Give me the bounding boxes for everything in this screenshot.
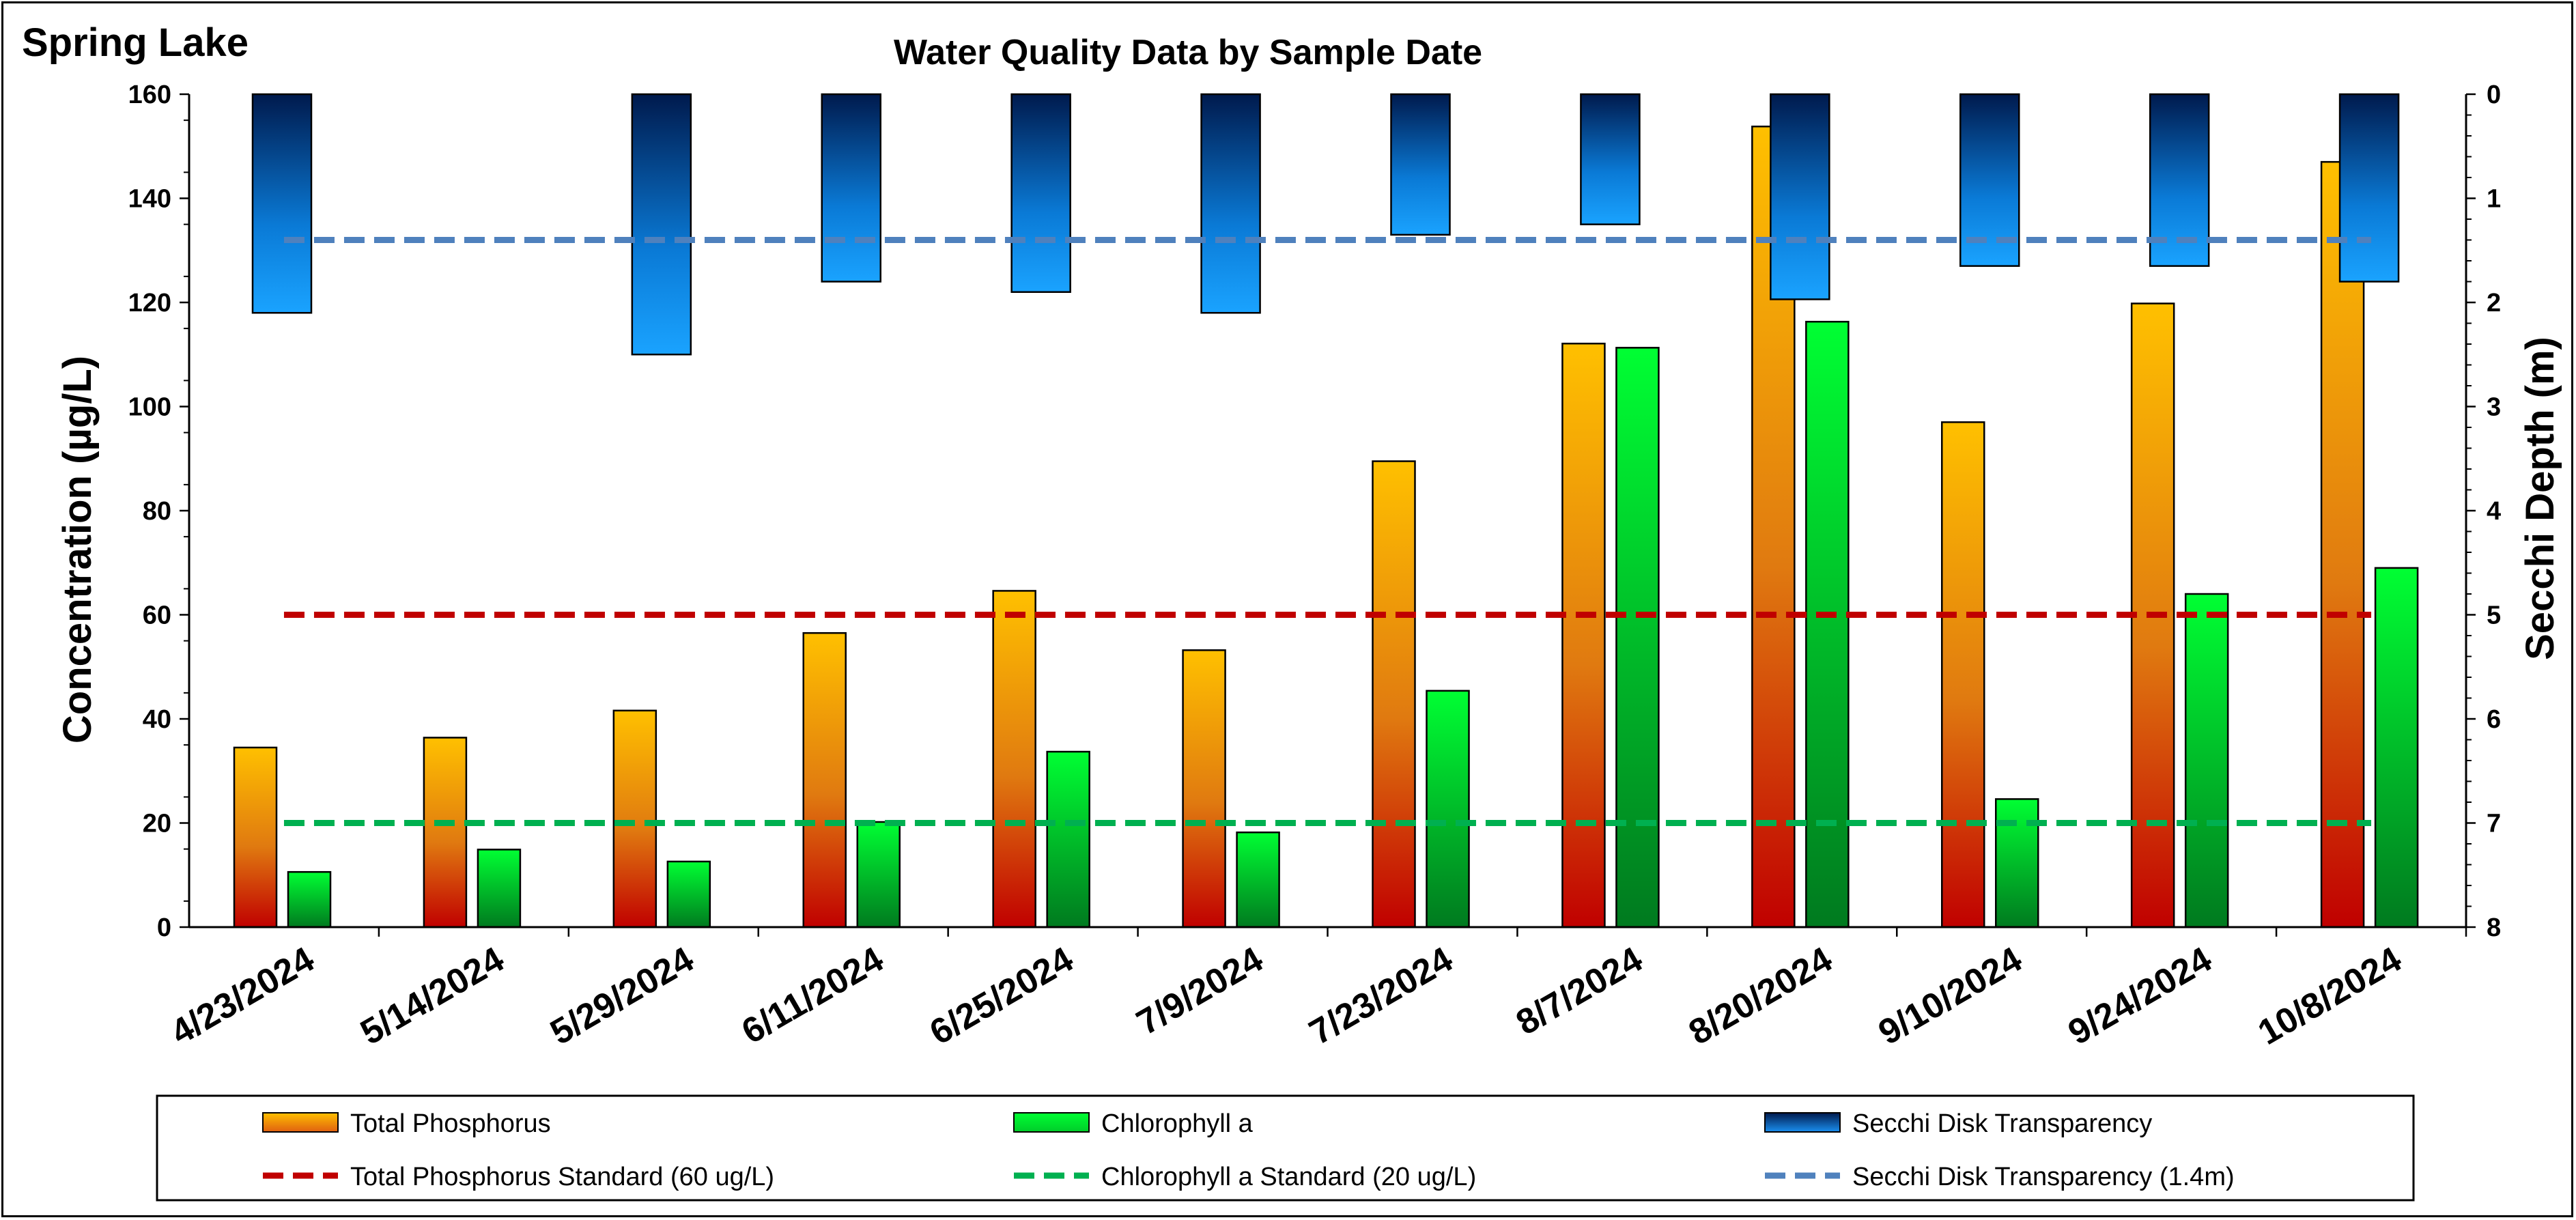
legend-label-tp-standard: Total Phosphorus Standard (60 ug/L): [350, 1163, 774, 1191]
y2-tick-label: 0: [2487, 81, 2501, 109]
bar-secchi-depth: [1390, 93, 1451, 236]
bar-secchi-depth: [1770, 93, 1830, 300]
y-tick-label: 40: [143, 705, 171, 734]
bar-secchi-depth: [631, 93, 692, 356]
y2-tick-label: 2: [2487, 289, 2501, 317]
x-tick-label: 8/7/2024: [1510, 939, 1649, 1042]
y-tick-label: 100: [128, 393, 171, 422]
x-tick-label: 4/23/2024: [165, 939, 321, 1053]
x-tick-label: 9/10/2024: [1872, 939, 2028, 1053]
y2-tick-label: 6: [2487, 705, 2501, 734]
bar-total-phosphorus: [1372, 460, 1416, 928]
legend-label-chlorophyll-a: Chlorophyll a: [1101, 1109, 1254, 1138]
x-tick-label: 5/14/2024: [354, 939, 511, 1053]
bar-chlorophyll-a: [1046, 750, 1090, 928]
bar-total-phosphorus: [1182, 649, 1226, 928]
x-tick-label: 9/24/2024: [2062, 939, 2218, 1053]
bar-total-phosphorus: [1941, 421, 1985, 928]
y-axis-label: Concentration (µg/L): [55, 356, 100, 743]
bar-total-phosphorus: [802, 632, 847, 928]
y-tick-label: 120: [128, 289, 171, 317]
legend-label-secchi-disk: Secchi Disk Transparency: [1852, 1109, 2152, 1138]
y2-axis-label: Secchi Depth (m): [2518, 337, 2562, 660]
plot-area: 4/23/2024 5/14/2024 5/29/2024 6/11/2024 6/25…: [128, 81, 2502, 1053]
y2-tick-label: 3: [2487, 393, 2501, 422]
y2-tick-label: 1: [2487, 185, 2501, 214]
bar-secchi-depth: [821, 93, 881, 283]
x-tick-label: 7/9/2024: [1130, 939, 1269, 1042]
bar-chlorophyll-a: [856, 821, 901, 928]
bar-chlorophyll-a: [477, 849, 522, 928]
bar-chlorophyll-a: [1236, 831, 1280, 928]
x-tick-label: 7/23/2024: [1303, 939, 1459, 1053]
y2-tick-label: 5: [2487, 601, 2501, 630]
y-tick-label: 160: [128, 81, 171, 109]
legend: Total Phosphorus Chlorophyll a Secchi Di…: [156, 1094, 2415, 1202]
y2-tick-label: 7: [2487, 810, 2501, 838]
x-tick-label: 8/20/2024: [1682, 939, 1839, 1053]
bar-total-phosphorus: [423, 737, 468, 928]
legend-swatch-total-phosphorus: [262, 1112, 339, 1133]
bar-secchi-depth: [1580, 93, 1641, 225]
legend-label-secchi-standard: Secchi Disk Transparency (1.4m): [1852, 1163, 2235, 1191]
legend-box: [156, 1094, 2415, 1202]
bar-chlorophyll-a: [1995, 798, 2039, 928]
bar-chlorophyll-a: [1426, 690, 1470, 928]
x-tick-label: 10/8/2024: [2252, 939, 2408, 1053]
bar-chlorophyll-a: [2374, 567, 2419, 928]
bar-secchi-depth: [1200, 93, 1261, 314]
lake-name: Spring Lake: [22, 20, 249, 65]
bar-secchi-depth: [2338, 93, 2400, 283]
legend-swatch-chlorophyll-a: [1013, 1112, 1090, 1133]
bar-chlorophyll-a: [2184, 593, 2229, 928]
bar-chlorophyll-a: [1615, 347, 1660, 928]
y-tick-label: 60: [143, 601, 171, 630]
legend-label-chl-standard: Chlorophyll a Standard (20 ug/L): [1101, 1163, 1476, 1191]
x-tick-label: 6/11/2024: [735, 939, 890, 1052]
bar-secchi-depth: [1010, 93, 1071, 293]
bar-total-phosphorus: [992, 590, 1036, 928]
bar-chlorophyll-a: [1805, 320, 1850, 928]
legend-swatch-secchi-disk: [1764, 1112, 1841, 1133]
y-tick-label: 20: [143, 810, 171, 838]
bar-secchi-depth: [251, 93, 313, 314]
x-tick-label: 5/29/2024: [543, 939, 700, 1053]
y-tick-label: 140: [128, 185, 171, 214]
legend-label-total-phosphorus: Total Phosphorus: [350, 1109, 551, 1138]
y-tick-label: 0: [157, 913, 171, 942]
y2-tick-label: 4: [2487, 497, 2501, 526]
x-tick-label: 6/25/2024: [923, 939, 1079, 1053]
chart-title: Water Quality Data by Sample Date: [894, 33, 1482, 72]
bar-chlorophyll-a: [666, 860, 711, 928]
bar-chlorophyll-a: [287, 870, 332, 928]
y-tick-label: 80: [143, 497, 171, 526]
y2-tick-label: 8: [2487, 913, 2501, 942]
bar-total-phosphorus: [233, 746, 278, 928]
bar-total-phosphorus: [612, 709, 657, 928]
bar-total-phosphorus: [1561, 342, 1606, 928]
